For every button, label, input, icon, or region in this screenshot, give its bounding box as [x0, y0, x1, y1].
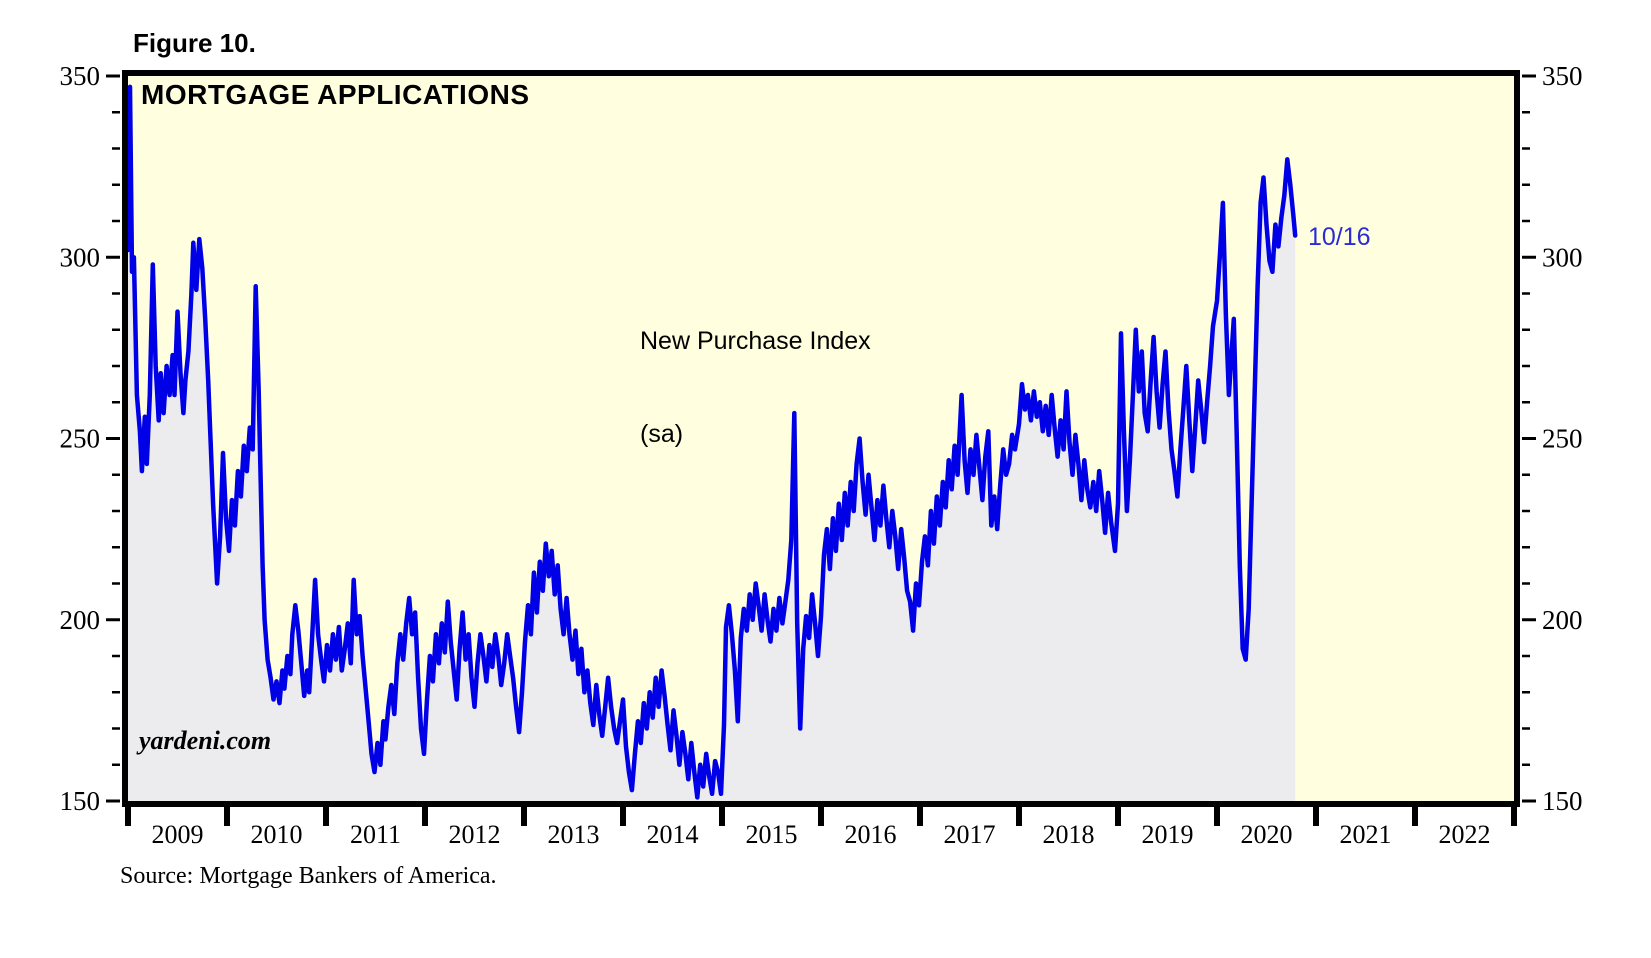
series-annotation: New Purchase Index (sa): [640, 264, 871, 512]
figure-label: Figure 10.: [133, 28, 256, 58]
watermark: yardeni.com: [139, 726, 272, 755]
chart-title: MORTGAGE APPLICATIONS: [141, 79, 530, 110]
svg-text:2016: 2016: [845, 820, 897, 849]
y-axis-labels: 150 150 200 200 250 250 300 300 350 350: [60, 61, 1583, 816]
svg-text:150: 150: [1542, 786, 1583, 816]
svg-text:2019: 2019: [1142, 820, 1194, 849]
svg-text:350: 350: [60, 61, 101, 91]
data-line: [125, 84, 1298, 800]
svg-text:2018: 2018: [1043, 820, 1095, 849]
svg-text:2020: 2020: [1241, 820, 1293, 849]
y-axis-ticks: [106, 74, 1536, 803]
x-axis-labels: 2009 2010 2011 2012 2013 2014 2015 2016 2017 2018…: [152, 820, 1491, 849]
svg-text:2012: 2012: [449, 820, 501, 849]
svg-text:2013: 2013: [548, 820, 600, 849]
plot-border: [122, 70, 1520, 807]
end-date-label: 10/16: [1308, 223, 1371, 251]
x-axis-ticks: [125, 807, 1517, 826]
svg-text:250: 250: [60, 424, 101, 454]
svg-text:200: 200: [1542, 605, 1583, 635]
svg-text:300: 300: [60, 242, 101, 272]
svg-text:2022: 2022: [1439, 820, 1491, 849]
svg-text:2021: 2021: [1340, 820, 1392, 849]
svg-text:200: 200: [60, 605, 101, 635]
svg-text:250: 250: [1542, 424, 1583, 454]
area-fill: [128, 86, 1296, 801]
svg-text:2011: 2011: [350, 820, 401, 849]
svg-text:300: 300: [1542, 242, 1583, 272]
svg-text:2017: 2017: [944, 820, 996, 849]
source-note: Source: Mortgage Bankers of America.: [120, 863, 497, 889]
series-annotation-line1: New Purchase Index: [640, 327, 871, 355]
svg-text:2015: 2015: [746, 820, 798, 849]
svg-text:2014: 2014: [647, 820, 699, 849]
svg-text:2009: 2009: [152, 820, 204, 849]
svg-text:350: 350: [1542, 61, 1583, 91]
svg-text:2010: 2010: [251, 820, 303, 849]
svg-text:150: 150: [60, 786, 101, 816]
series-annotation-line2: (sa): [640, 420, 684, 448]
